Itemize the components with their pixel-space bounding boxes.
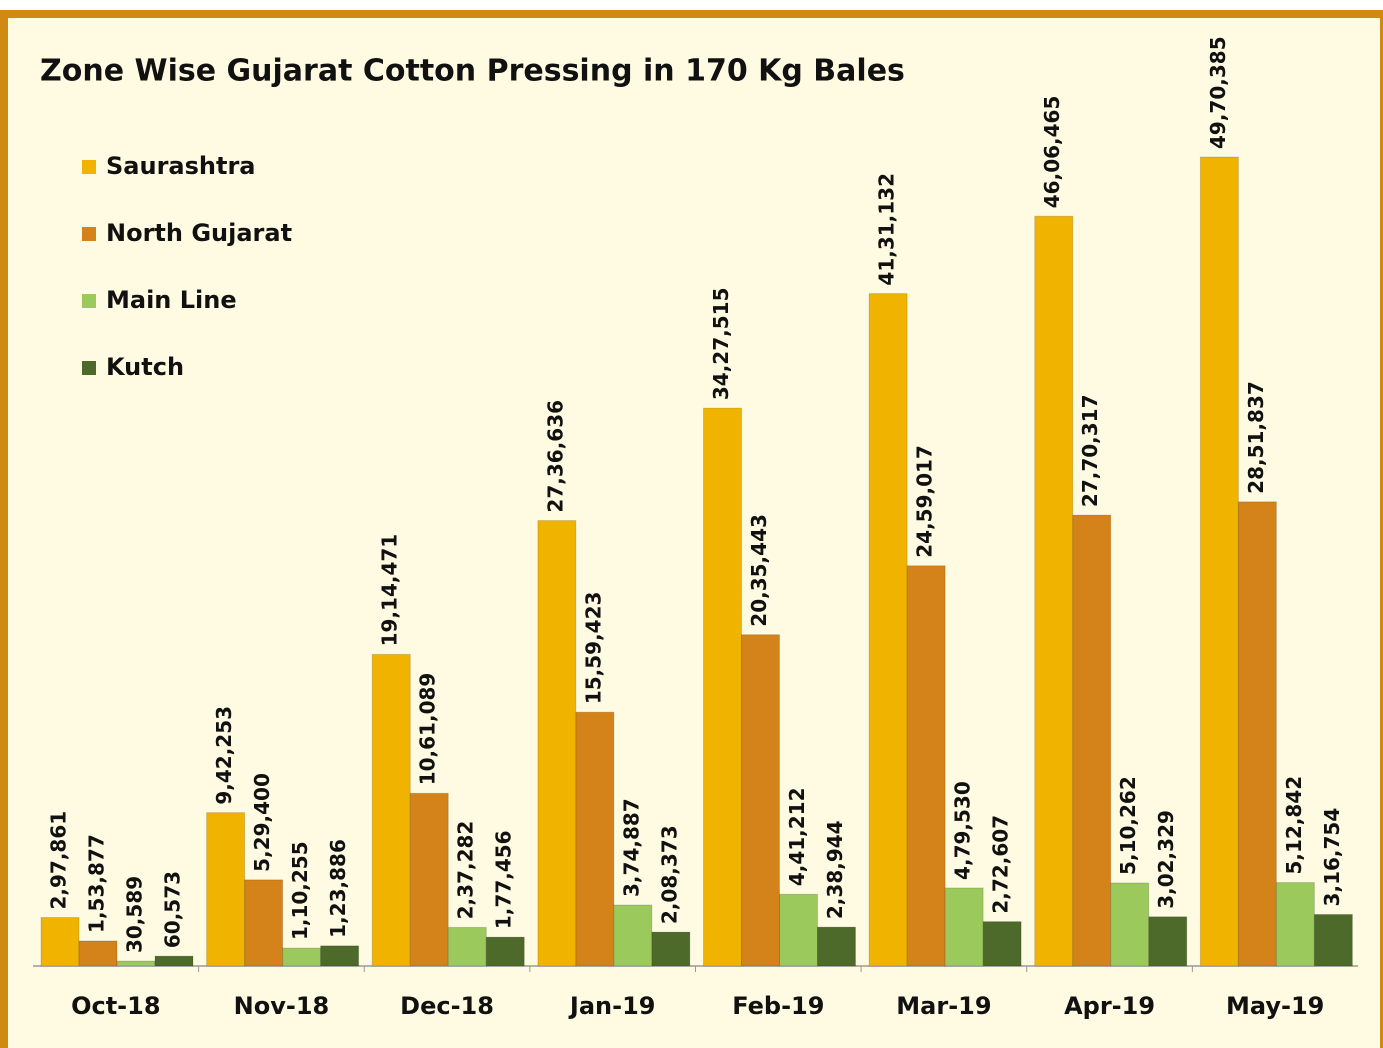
data-label: 2,37,282 [454,821,478,920]
bar [1110,882,1150,967]
bar [1237,501,1277,967]
data-label: 27,70,317 [1078,394,1102,507]
data-label: 5,12,842 [1282,776,1306,875]
data-label: 30,589 [123,876,147,953]
x-tick-label: Nov-18 [234,992,330,1020]
data-label: 2,97,861 [47,811,71,910]
bar [906,565,946,967]
bar [40,917,80,967]
bar [116,960,156,967]
x-tick-label: Mar-19 [896,992,991,1020]
bar [1072,514,1112,967]
data-label: 24,59,017 [913,445,937,558]
data-label: 15,59,423 [581,592,605,705]
bar [447,926,487,967]
data-label: 10,61,089 [416,673,440,786]
bar [78,940,118,967]
data-label: 1,53,877 [85,834,109,933]
bar [371,653,411,967]
legend-label: Kutch [106,353,184,381]
data-label: 2,08,373 [657,825,681,924]
data-label: 49,70,385 [1206,36,1230,149]
bar [485,936,525,967]
bar [651,931,691,967]
data-label: 27,36,636 [543,400,567,513]
bar [206,812,246,967]
data-label: 5,10,262 [1116,776,1140,875]
data-label: 4,41,212 [785,787,809,886]
data-label: 3,74,887 [619,798,643,897]
data-label: 9,42,253 [212,706,236,805]
bar [244,879,284,967]
legend-swatch [82,160,96,174]
bar [613,904,653,967]
bar [575,711,615,967]
legend-label: Main Line [106,286,237,314]
data-label: 3,16,754 [1320,808,1344,907]
bar [868,293,908,967]
bar [282,947,322,967]
bar [982,921,1022,967]
data-label: 60,573 [161,871,185,948]
data-label: 20,35,443 [747,514,771,627]
data-label: 1,23,886 [326,839,350,938]
data-label: 1,77,456 [492,830,516,929]
bar [1275,882,1315,967]
data-label: 2,38,944 [823,820,847,919]
data-label: 41,31,132 [875,173,899,286]
x-tick-label: Oct-18 [71,992,160,1020]
x-tick-label: Jan-19 [568,992,656,1020]
bar [1034,215,1074,967]
bar [1148,916,1188,967]
bar [741,634,780,967]
x-tick-label: May-19 [1226,992,1324,1020]
legend-label: Saurashtra [106,152,255,180]
legend-swatch [82,294,96,308]
bar [537,520,577,967]
legend-swatch [82,227,96,241]
bar [1313,913,1353,967]
bar [703,407,742,967]
x-tick-label: Apr-19 [1064,992,1155,1020]
data-label: 34,27,515 [709,288,733,401]
legend-label: North Gujarat [106,219,292,247]
x-tick-label: Dec-18 [400,992,494,1020]
bar [154,955,194,967]
data-label: 4,79,530 [951,781,975,880]
data-label: 46,06,465 [1040,96,1064,209]
bar [320,945,360,967]
x-tick-label: Feb-19 [732,992,824,1020]
bar [944,887,984,967]
data-label: 3,02,329 [1154,810,1178,909]
bar [409,792,449,967]
legend-swatch [82,361,96,375]
data-label: 2,72,607 [989,815,1013,914]
data-label: 5,29,400 [250,773,274,872]
data-label: 28,51,837 [1244,381,1268,494]
bar [779,893,818,967]
bar [1199,156,1239,967]
chart-title: Zone Wise Gujarat Cotton Pressing in 170… [40,54,905,89]
bar [817,926,856,967]
data-label: 19,14,471 [378,534,402,647]
data-label: 1,10,255 [288,841,312,940]
